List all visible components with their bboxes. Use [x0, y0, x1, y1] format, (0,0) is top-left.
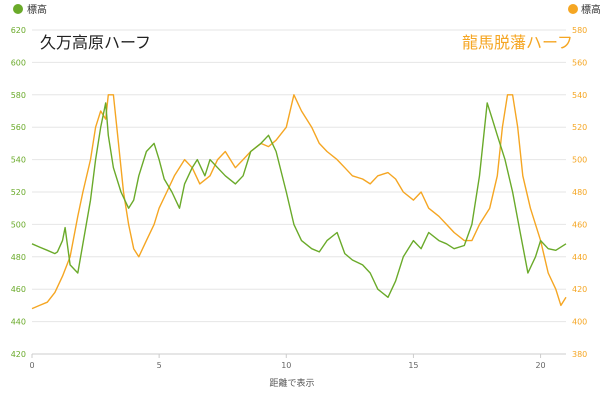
right-tick-label: 440: [572, 253, 587, 262]
legend-left[interactable]: 標高: [13, 3, 47, 16]
right-tick-label: 540: [572, 91, 587, 100]
annotation-kuma: 久万高原ハーフ: [40, 33, 151, 52]
legend-right[interactable]: 標高: [568, 3, 600, 16]
x-tick-label: 20: [535, 361, 545, 370]
right-tick-label: 520: [572, 123, 587, 132]
series-line-kuma: [31, 102, 567, 298]
right-tick-label: 560: [572, 58, 587, 67]
series-layer: [31, 94, 567, 310]
left-tick-label: 540: [11, 156, 26, 165]
x-axis-label: 距離で表示: [269, 377, 314, 389]
right-tick-label: 580: [572, 26, 587, 35]
right-tick-label: 400: [572, 318, 587, 327]
x-tick-label: 10: [281, 361, 291, 370]
left-tick-label: 620: [11, 26, 26, 35]
left-tick-label: 500: [11, 220, 26, 229]
left-tick-label: 480: [11, 253, 26, 262]
x-axis-ticks: 0 5 10 15 20: [29, 354, 546, 370]
legend-left-marker: [13, 4, 23, 14]
right-tick-label: 460: [572, 220, 587, 229]
x-tick-label: 15: [408, 361, 418, 370]
left-tick-label: 600: [11, 58, 26, 67]
right-tick-label: 480: [572, 188, 587, 197]
left-tick-label: 520: [11, 188, 26, 197]
left-axis-ticks: 420 440 460 480 500 520 540 560 580 600 620: [11, 26, 26, 359]
grid: [32, 29, 566, 355]
annotation-ryoma: 龍馬脱藩ハーフ: [462, 33, 573, 52]
right-tick-label: 420: [572, 285, 587, 294]
legend-left-label: 標高: [27, 3, 47, 16]
left-tick-label: 440: [11, 318, 26, 327]
right-tick-label: 500: [572, 156, 587, 165]
right-axis-ticks: 380 400 420 440 460 480 500 520 540 560 580: [572, 26, 587, 359]
x-tick-label: 0: [29, 361, 34, 370]
x-tick-label: 5: [157, 361, 162, 370]
legend-right-marker: [568, 4, 578, 14]
right-tick-label: 380: [572, 350, 587, 359]
left-tick-label: 460: [11, 285, 26, 294]
left-tick-label: 420: [11, 350, 26, 359]
left-tick-label: 580: [11, 91, 26, 100]
legend-right-label: 標高: [581, 3, 600, 16]
series-line-ryoma: [31, 94, 567, 310]
left-tick-label: 560: [11, 123, 26, 132]
